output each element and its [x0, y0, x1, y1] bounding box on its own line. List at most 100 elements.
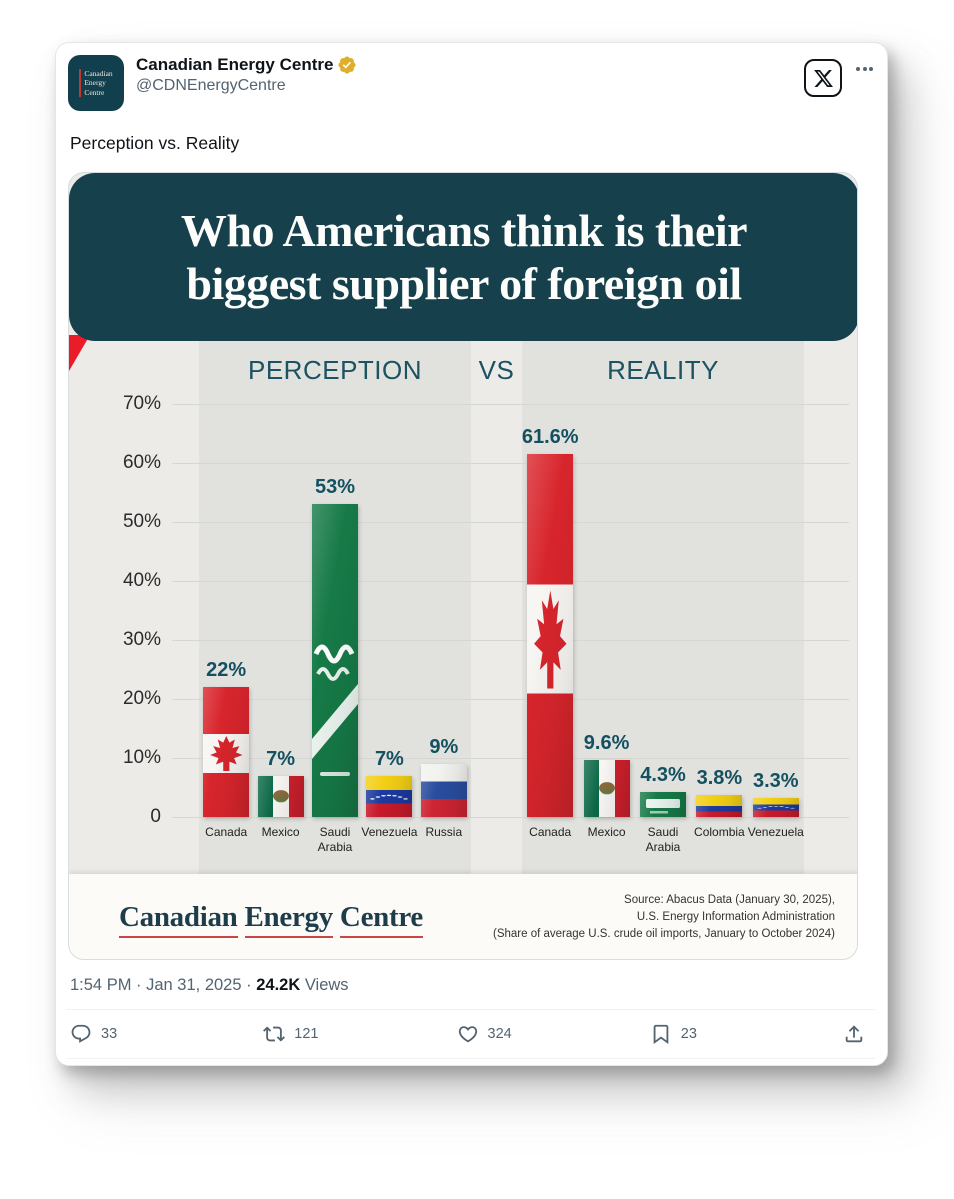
infographic-footer: Canadian Energy Centre Source: Abacus Data…	[69, 874, 857, 959]
page: Canadian Energy Centre Canadian Energy C…	[55, 42, 888, 1066]
bar-value-label: 3.8%	[696, 767, 743, 789]
venezuela-flag-stars	[757, 806, 795, 809]
tweet-text: Perception vs. Reality	[70, 133, 240, 153]
repost-count: 121	[294, 1026, 319, 1042]
bookmark-icon	[653, 1024, 669, 1045]
gridline	[172, 404, 849, 405]
bar-value-label: 9.6%	[583, 732, 630, 754]
repost-icon	[263, 1026, 286, 1042]
bar-category-label: Mexico	[587, 825, 626, 839]
saudi-flag-script	[646, 799, 680, 814]
bar-value-label: 61.6%	[521, 426, 579, 448]
gridline	[172, 817, 849, 818]
venezuela-flag-stars	[370, 794, 408, 800]
verified-badge-icon	[337, 55, 357, 75]
bookmark-button[interactable]: 23	[650, 1023, 843, 1045]
source-line: (Share of average U.S. crude oil imports…	[493, 927, 835, 940]
y-tick-label: 60%	[122, 452, 161, 473]
y-tick-label: 0	[150, 806, 161, 827]
saudi-flag-bar	[312, 504, 358, 817]
y-tick-label: 20%	[122, 688, 161, 709]
mexico-flag-bar	[258, 776, 304, 817]
divider	[66, 1009, 875, 1010]
like-count: 324	[487, 1026, 512, 1042]
mexico-flag-emblem	[273, 789, 289, 802]
bar-value-label: 4.3%	[640, 764, 686, 786]
y-tick-label: 40%	[122, 570, 161, 591]
bookmark-count: 23	[680, 1026, 697, 1042]
canada-flag-bar	[527, 454, 573, 817]
title-line-1: Who Americans think is their	[180, 204, 748, 256]
canada-flag-bar	[203, 687, 249, 817]
avatar[interactable]: Canadian Energy Centre	[68, 55, 124, 111]
reply-icon	[71, 1024, 91, 1043]
cec-logo-word: Canadian	[119, 901, 238, 938]
reply-count: 33	[101, 1026, 118, 1042]
bar-category-label: Saudi Arabia	[645, 825, 681, 854]
canada-flag-leaf	[533, 590, 567, 689]
share-icon	[845, 1025, 863, 1043]
tweet-image[interactable]: Who Americans think is their biggest sup…	[68, 172, 858, 960]
title-line-2: biggest supplier of foreign oil	[186, 258, 742, 309]
divider	[66, 1058, 875, 1059]
column-header: PERCEPTION	[247, 355, 423, 385]
share-button[interactable]	[843, 1023, 865, 1045]
gridline	[172, 581, 849, 582]
author-handle[interactable]: @CDNEnergyCentre	[136, 77, 286, 94]
source-line: U.S. Energy Information Administration	[636, 911, 835, 924]
bar-category-label: Colombia	[694, 825, 745, 839]
tweet-card: Canadian Energy Centre Canadian Energy C…	[55, 42, 888, 1066]
bar-value-label: 7%	[374, 748, 404, 770]
gridline	[172, 758, 849, 759]
gridline	[172, 699, 849, 700]
y-tick-label: 50%	[122, 511, 161, 532]
source-text: Source: Abacus Data (January 30, 2025), U…	[493, 892, 835, 942]
y-tick-label: 30%	[122, 629, 161, 650]
y-tick-label: 70%	[122, 393, 161, 414]
bar-category-label: Mexico	[261, 825, 300, 839]
tweet-header: Canadian Energy Centre Canadian Energy C…	[68, 55, 873, 111]
bar-value-label: 7%	[266, 748, 296, 770]
mexico-flag-bar	[584, 760, 630, 817]
colombia-flag-bar	[696, 795, 742, 817]
tweet-meta: 1:54 PM · Jan 31, 2025 · 24.2K Views	[70, 976, 349, 994]
bar-value-label: 3.3%	[753, 770, 799, 792]
x-logo-icon	[813, 69, 833, 87]
column-header: REALITY	[607, 355, 719, 385]
repost-button[interactable]: 121	[263, 1023, 456, 1045]
bar-category-label: Saudi Arabia	[317, 825, 353, 854]
avatar-logo: Canadian Energy Centre	[79, 68, 113, 98]
bar-chart: 70% 60% 50% 40% 30% 20% 10% 0 PERCEPTION REALITY V…	[69, 341, 857, 874]
gridline	[172, 463, 849, 464]
venezuela-flag-bar	[366, 776, 412, 817]
more-button[interactable]	[856, 59, 873, 71]
source-line: Source: Abacus Data (January 30, 2025),	[624, 894, 835, 907]
bar-category-label: Russia	[425, 825, 463, 839]
x-logo-button[interactable]	[804, 59, 842, 97]
infographic-title: Who Americans think is their biggest sup…	[69, 173, 857, 341]
saudi-flag-bar	[640, 792, 686, 817]
bar-value-label: 22%	[206, 659, 247, 681]
cec-logo: Canadian Energy Centre	[119, 901, 423, 938]
vs-label: VS	[478, 355, 515, 385]
y-tick-label: 10%	[122, 747, 161, 768]
bar-category-label: Canada	[205, 825, 248, 839]
bar-category-label: Venezuela	[361, 825, 418, 839]
like-icon	[458, 1026, 477, 1043]
action-bar: 33 121 324 23	[68, 1010, 873, 1058]
like-button[interactable]: 324	[457, 1023, 650, 1045]
venezuela-flag-bar	[753, 798, 799, 817]
reply-button[interactable]: 33	[70, 1023, 263, 1045]
gridline	[172, 522, 849, 523]
russia-flag-bar	[421, 764, 467, 817]
cec-logo-word: Centre	[339, 901, 423, 938]
gridline	[172, 640, 849, 641]
views-label: Views	[300, 976, 349, 994]
bar-category-label: Venezuela	[747, 825, 804, 839]
bar-category-label: Canada	[529, 825, 572, 839]
cec-logo-word: Energy	[244, 901, 333, 938]
views-count: 24.2K	[256, 976, 301, 994]
bar-value-label: 9%	[429, 736, 459, 758]
author-name[interactable]: Canadian Energy Centre	[136, 55, 334, 74]
bar-value-label: 53%	[314, 476, 356, 498]
